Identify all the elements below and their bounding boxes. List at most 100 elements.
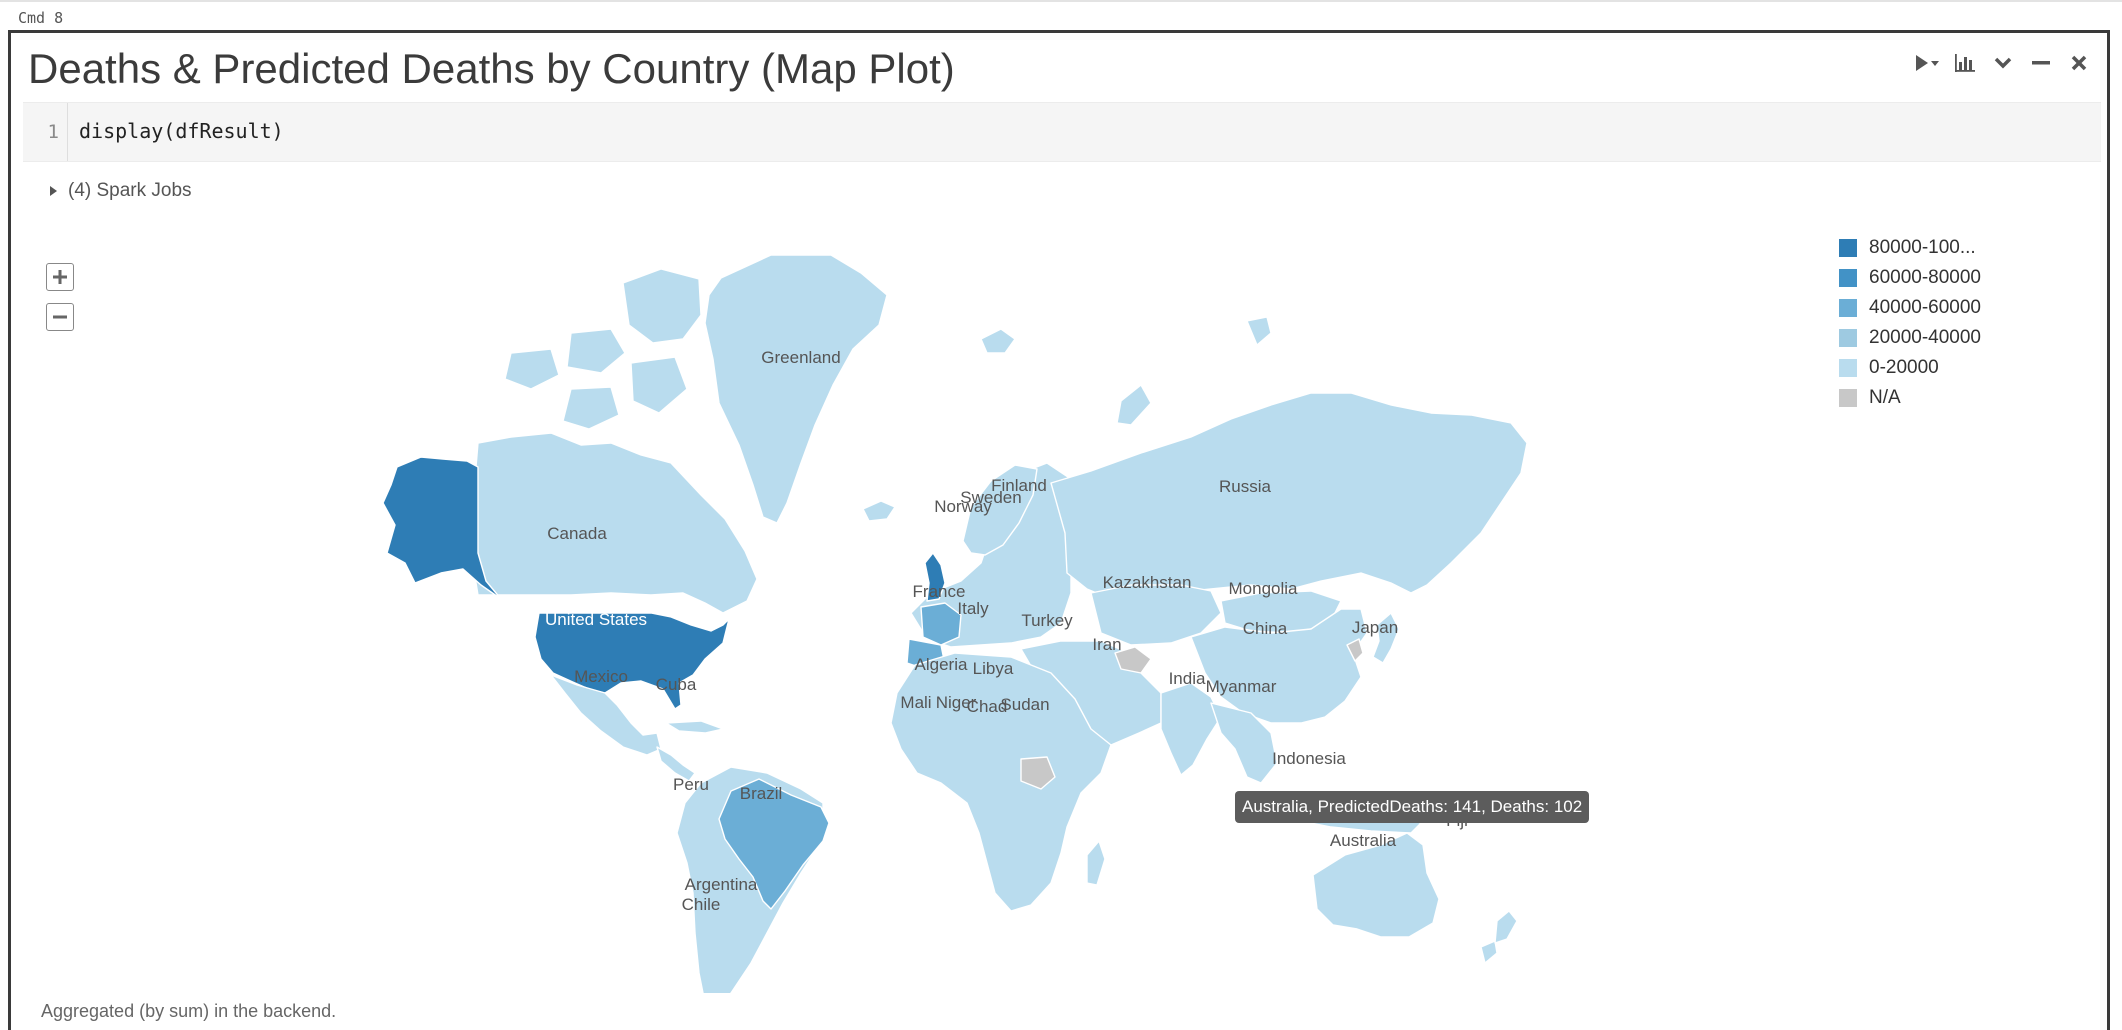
country-arctic-islands[interactable] bbox=[980, 316, 1272, 426]
legend-item[interactable]: 0-20000 bbox=[1839, 353, 1981, 383]
chevron-down-icon[interactable] bbox=[1989, 49, 2017, 77]
plus-icon bbox=[53, 270, 67, 284]
label-sudan: Sudan bbox=[1000, 695, 1049, 714]
label-indonesia: Indonesia bbox=[1272, 749, 1346, 768]
map-legend: 80000-100... 60000-80000 40000-60000 20000-… bbox=[1839, 233, 1981, 413]
legend-swatch bbox=[1839, 389, 1857, 407]
label-greenland: Greenland bbox=[761, 348, 840, 367]
label-norway: Norway bbox=[934, 497, 992, 516]
label-cuba: Cuba bbox=[656, 675, 697, 694]
country-australia[interactable] bbox=[1312, 832, 1440, 938]
aggregation-note: Aggregated (by sum) in the backend. bbox=[41, 1001, 337, 1021]
cell-toolbar bbox=[1913, 49, 2093, 77]
legend-swatch bbox=[1839, 269, 1857, 287]
country-china[interactable] bbox=[1190, 608, 1368, 724]
top-divider bbox=[0, 0, 2122, 2]
label-niger: Niger bbox=[936, 693, 977, 712]
label-united-states: United States bbox=[545, 610, 647, 629]
label-mali: Mali bbox=[900, 693, 931, 712]
label-peru: Peru bbox=[673, 775, 709, 794]
country-north-korea[interactable] bbox=[1346, 638, 1364, 662]
label-australia: Australia bbox=[1330, 831, 1397, 850]
country-south-sudan[interactable] bbox=[1020, 756, 1056, 790]
legend-swatch bbox=[1839, 359, 1857, 377]
legend-item[interactable]: 20000-40000 bbox=[1839, 323, 1981, 353]
code-editor[interactable]: 1 display(dfResult) bbox=[23, 102, 2101, 162]
line-gutter: 1 bbox=[23, 103, 68, 161]
label-mexico: Mexico bbox=[574, 667, 628, 686]
run-dropdown-icon[interactable] bbox=[1913, 49, 1941, 77]
country-canada[interactable] bbox=[470, 432, 758, 614]
legend-item[interactable]: 80000-100... bbox=[1839, 233, 1981, 263]
chart-icon[interactable] bbox=[1951, 49, 1979, 77]
zoom-in-button[interactable] bbox=[46, 263, 74, 291]
legend-item[interactable]: 60000-80000 bbox=[1839, 263, 1981, 293]
country-united-kingdom[interactable] bbox=[924, 552, 946, 602]
label-turkey: Turkey bbox=[1021, 611, 1073, 630]
minimize-icon[interactable] bbox=[2027, 49, 2055, 77]
label-italy: Italy bbox=[957, 599, 989, 618]
country-turkmenistan[interactable] bbox=[1114, 646, 1152, 674]
label-argentina: Argentina bbox=[685, 875, 758, 894]
country-kazakhstan[interactable] bbox=[1090, 584, 1222, 646]
label-libya: Libya bbox=[973, 659, 1014, 678]
spark-jobs-toggle[interactable]: (4) Spark Jobs bbox=[49, 180, 192, 202]
label-kazakhstan: Kazakhstan bbox=[1103, 573, 1192, 592]
country-labels: Greenland Canada United States Mexico Cu… bbox=[545, 348, 1468, 914]
legend-item[interactable]: 40000-60000 bbox=[1839, 293, 1981, 323]
country-mexico[interactable] bbox=[550, 674, 662, 756]
country-new-zealand[interactable] bbox=[1480, 910, 1518, 964]
label-chad: Chad bbox=[967, 697, 1008, 716]
country-greenland[interactable] bbox=[704, 254, 888, 524]
legend-item[interactable]: N/A bbox=[1839, 383, 1981, 413]
legend-label: 60000-80000 bbox=[1869, 267, 1981, 288]
country-alaska[interactable] bbox=[382, 456, 502, 600]
country-southeast-asia[interactable] bbox=[1210, 702, 1278, 784]
legend-swatch bbox=[1839, 299, 1857, 317]
notebook-cell[interactable]: Deaths & Predicted Deaths by Country (Ma… bbox=[8, 30, 2110, 1030]
cell-title: Deaths & Predicted Deaths by Country (Ma… bbox=[28, 45, 955, 92]
label-india: India bbox=[1169, 669, 1206, 688]
country-madagascar[interactable] bbox=[1086, 840, 1106, 886]
country-scandinavia[interactable] bbox=[962, 464, 1038, 556]
legend-label: 0-20000 bbox=[1869, 357, 1939, 378]
country-canada-islands[interactable] bbox=[504, 268, 702, 430]
label-france: France bbox=[913, 582, 966, 601]
country-india[interactable] bbox=[1160, 682, 1222, 776]
legend-label: 20000-40000 bbox=[1869, 327, 1981, 348]
country-brazil[interactable] bbox=[718, 778, 830, 910]
zoom-out-button[interactable] bbox=[46, 303, 74, 331]
world-map[interactable]: Greenland Canada United States Mexico Cu… bbox=[11, 33, 2107, 993]
cmd-label: Cmd 8 bbox=[18, 9, 64, 27]
label-myanmar: Myanmar bbox=[1206, 677, 1277, 696]
legend-label: N/A bbox=[1869, 387, 1901, 408]
line-number: 1 bbox=[47, 121, 59, 143]
legend-swatch bbox=[1839, 239, 1857, 257]
label-canada: Canada bbox=[547, 524, 607, 543]
country-central-america[interactable] bbox=[656, 720, 724, 782]
country-africa[interactable] bbox=[890, 652, 1112, 912]
close-icon[interactable] bbox=[2065, 49, 2093, 77]
label-china: China bbox=[1243, 619, 1288, 638]
code-line[interactable]: display(dfResult) bbox=[79, 119, 284, 143]
legend-swatch bbox=[1839, 329, 1857, 347]
label-chile: Chile bbox=[682, 895, 721, 914]
label-algeria: Algeria bbox=[915, 655, 968, 674]
country-iceland[interactable] bbox=[862, 500, 896, 522]
country-united-states[interactable] bbox=[534, 612, 730, 710]
map-tooltip: Australia, PredictedDeaths: 141, Deaths:… bbox=[1235, 791, 1590, 823]
legend-label: 80000-100... bbox=[1869, 237, 1976, 258]
label-sweden: Sweden bbox=[960, 488, 1021, 507]
legend-label: 40000-60000 bbox=[1869, 297, 1981, 318]
minus-icon bbox=[53, 315, 67, 319]
caret-right-icon bbox=[50, 186, 57, 196]
label-russia: Russia bbox=[1219, 477, 1272, 496]
countries bbox=[382, 254, 1528, 993]
spark-jobs-label: (4) Spark Jobs bbox=[68, 180, 192, 201]
label-iran: Iran bbox=[1092, 635, 1121, 654]
country-japan[interactable] bbox=[1372, 612, 1400, 664]
label-mongolia: Mongolia bbox=[1229, 579, 1299, 598]
label-finland: Finland bbox=[991, 476, 1047, 495]
label-brazil: Brazil bbox=[740, 784, 783, 803]
label-japan: Japan bbox=[1352, 618, 1398, 637]
